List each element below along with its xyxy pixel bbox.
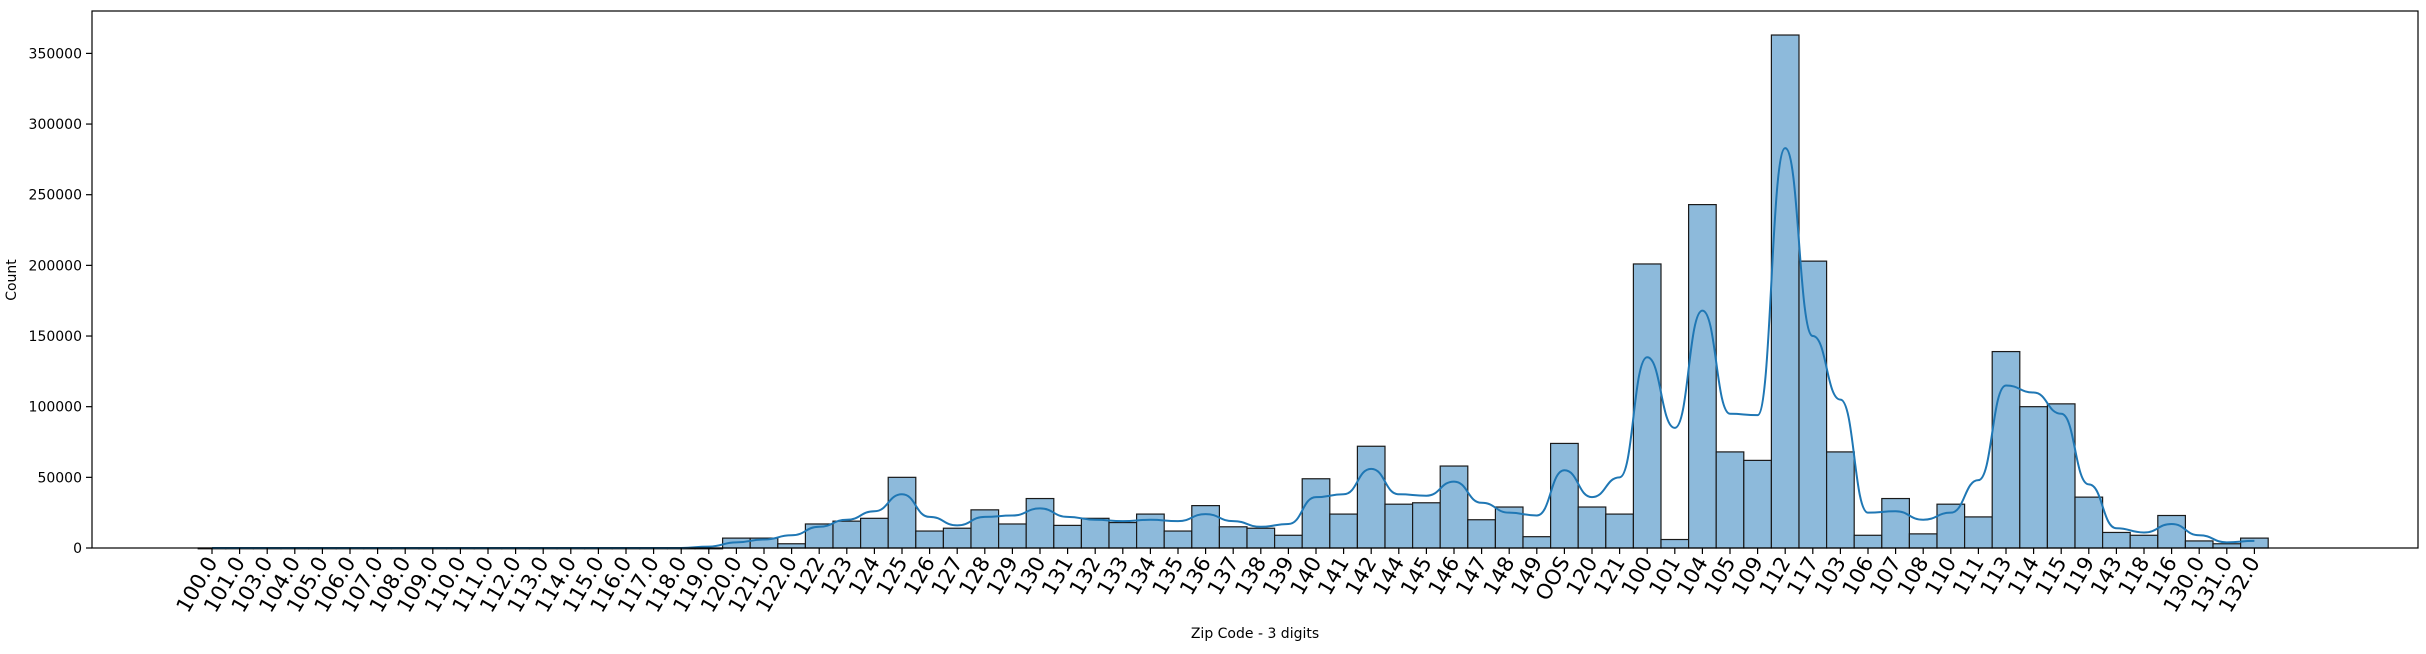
- histogram-bar: [1163, 530, 1193, 549]
- histogram-bar: [1825, 451, 1855, 549]
- y-tick-label: 300000: [29, 117, 82, 133]
- y-tick-label: 350000: [29, 46, 82, 62]
- histogram-bar: [1577, 506, 1607, 549]
- y-axis-label: Count: [4, 259, 20, 301]
- histogram-bar: [1108, 521, 1138, 549]
- histogram-bar: [2240, 537, 2269, 549]
- histogram-bar: [1881, 497, 1911, 549]
- plot-frame: [91, 10, 2419, 549]
- histogram-bar: [1411, 502, 1441, 549]
- histogram-bar: [2212, 543, 2242, 549]
- y-tick-label: 150000: [29, 329, 82, 345]
- histogram-bar: [1991, 350, 2021, 549]
- histogram-bar: [1936, 503, 1966, 549]
- histogram-bar: [859, 517, 889, 549]
- y-tick-label: 200000: [29, 258, 82, 274]
- histogram-bar: [1715, 451, 1745, 549]
- histogram-bar: [1053, 524, 1083, 549]
- x-axis-label: Zip Code - 3 digits: [1191, 626, 1319, 642]
- histogram-bar: [1301, 478, 1331, 549]
- histogram-bar: [1632, 263, 1662, 549]
- histogram-bar: [1605, 513, 1635, 549]
- histogram-bar: [1273, 534, 1303, 549]
- histogram-bar: [1384, 503, 1414, 549]
- histogram-bar: [942, 527, 972, 549]
- histogram-bar: [1439, 465, 1469, 549]
- histogram-bar: [1025, 497, 1055, 549]
- histogram-bar: [2129, 534, 2159, 549]
- histogram-bar: [1191, 505, 1221, 549]
- histogram-bar: [997, 523, 1027, 549]
- histogram-bar: [1743, 459, 1773, 549]
- histogram-bar: [1687, 204, 1717, 549]
- histogram-bar: [1660, 538, 1690, 549]
- histogram-bar: [1853, 534, 1883, 549]
- histogram-bar: [2046, 403, 2076, 549]
- histogram-bar: [1908, 533, 1938, 549]
- y-tick-label: 250000: [29, 188, 82, 204]
- histogram-bar: [2157, 514, 2187, 549]
- histogram-bar: [2102, 531, 2131, 549]
- histogram-bar: [1549, 442, 1579, 549]
- histogram-bar: [1246, 527, 1276, 549]
- histogram-bar: [1798, 260, 1828, 549]
- histogram-bar: [1329, 513, 1359, 549]
- histogram-bar: [1963, 516, 1993, 549]
- histogram-bar: [777, 543, 806, 549]
- histogram-bar: [887, 476, 917, 549]
- histogram-bar: [1467, 519, 1497, 549]
- y-tick-label: 100000: [29, 400, 82, 416]
- histogram-bar: [1770, 34, 1800, 549]
- histogram-bar: [1522, 536, 1552, 549]
- y-tick-label: 50000: [37, 470, 82, 486]
- kde-curve: [211, 147, 2255, 550]
- histogram-bar: [2184, 540, 2214, 549]
- y-tick-label: 0: [73, 541, 82, 557]
- histogram-bar: [1080, 517, 1110, 549]
- histogram-bar: [832, 520, 862, 549]
- histogram-bar: [1356, 445, 1386, 549]
- histogram-bar: [915, 530, 944, 549]
- histogram-bar: [1218, 526, 1248, 549]
- histogram-bar: [2074, 496, 2104, 549]
- histogram-bar: [2019, 406, 2049, 549]
